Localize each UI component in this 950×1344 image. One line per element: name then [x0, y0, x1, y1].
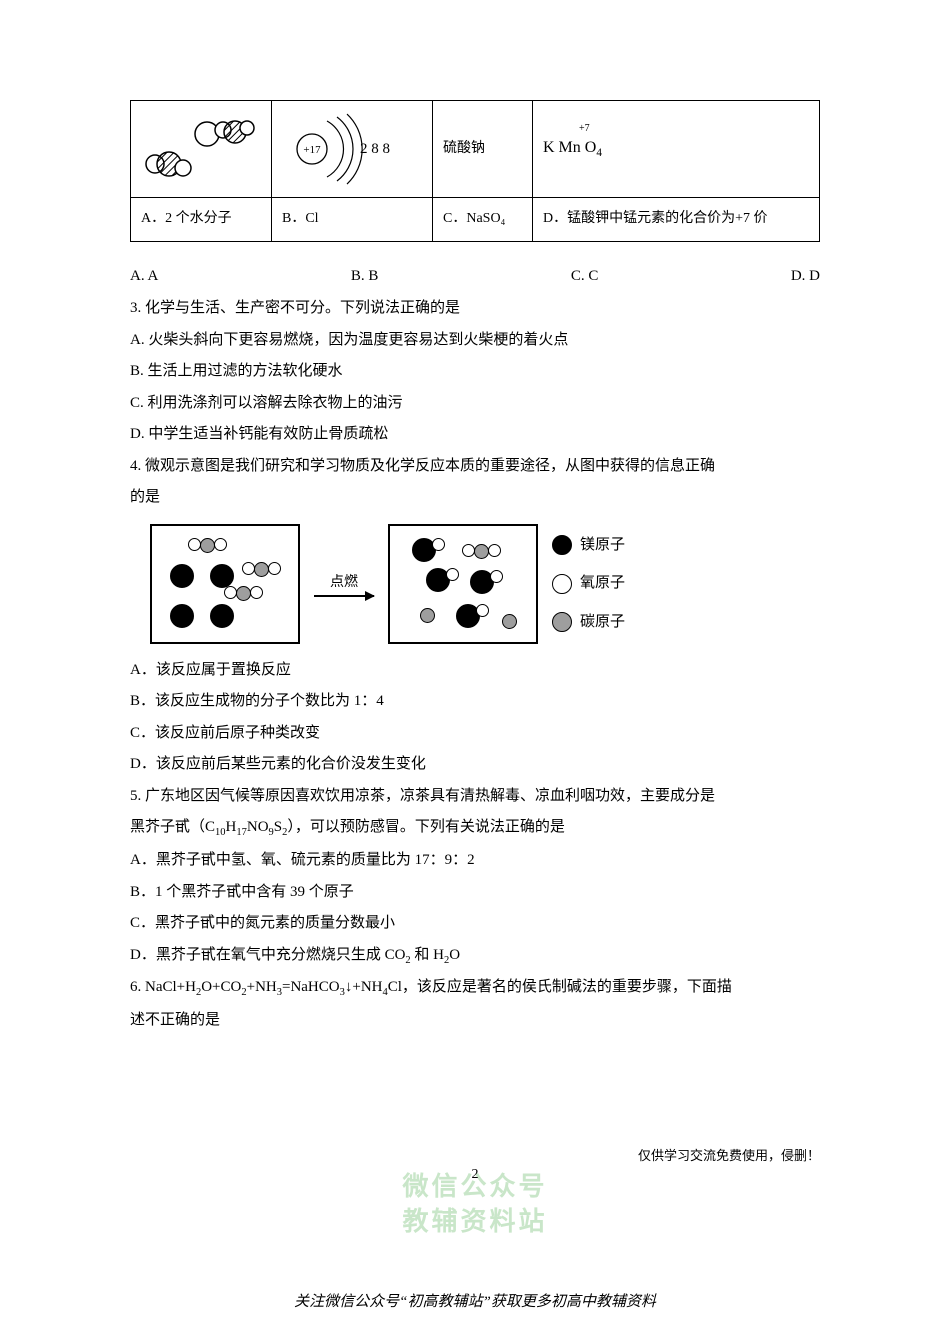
legend-mg-label: 镁原子 — [580, 531, 625, 560]
black-circle-icon — [552, 535, 572, 555]
reactants-box — [150, 524, 300, 644]
page-number: 2 — [472, 1162, 479, 1189]
q3-a: A. 火柴头斜向下更容易燃烧，因为温度更容易达到火柴梗的着火点 — [130, 326, 820, 355]
bottom-attribution: 关注微信公众号“初高教辅站”获取更多初高中教辅资料 — [294, 1288, 656, 1317]
opt-d: D. D — [791, 262, 820, 291]
q5-stem2: 黑芥子甙（C10H17NO9S2），可以预防感冒。下列有关说法正确的是 — [130, 813, 820, 843]
q5-stem2a: 黑芥子甙（C — [130, 819, 215, 835]
white-circle-icon — [552, 574, 572, 594]
grey-circle-icon — [552, 612, 572, 632]
cell-atom-shell: +17 2 8 8 — [272, 101, 433, 198]
opt-a: A. A — [130, 262, 158, 291]
legend: 镁原子 氧原子 碳原子 — [552, 531, 625, 637]
cell-option-d: D．锰酸钾中锰元素的化合价为+7 价 — [533, 198, 820, 242]
q6-stem1: 6. NaCl+H2O+CO2+NH3=NaHCO3↓+NH4Cl，该反应是著名… — [130, 973, 820, 1003]
formula-text: K Mn O — [543, 139, 596, 156]
legend-o-label: 氧原子 — [580, 569, 625, 598]
q4-a: A．该反应属于置换反应 — [130, 656, 820, 685]
opt-c: C. C — [571, 262, 599, 291]
q6-1a: 6. NaCl+H — [130, 979, 196, 995]
compound-name: 硫酸钠 — [443, 141, 485, 156]
cell-option-a: A．2 个水分子 — [131, 198, 272, 242]
q6-1d: =NaHCO — [282, 979, 340, 995]
q4-stem1: 4. 微观示意图是我们研究和学习物质及化学反应本质的重要途径，从图中获得的信息正… — [130, 452, 820, 481]
cell-compound-name: 硫酸钠 — [433, 101, 533, 198]
reaction-diagram: 点燃 镁原子 氧原子 碳原子 — [150, 524, 820, 644]
products-box — [388, 524, 538, 644]
q4-stem2: 的是 — [130, 483, 820, 512]
cell-molecule-diagram — [131, 101, 272, 198]
legend-o: 氧原子 — [552, 569, 625, 598]
super-charge: +7 — [579, 119, 590, 138]
q3-stem: 3. 化学与生活、生产密不可分。下列说法正确的是 — [130, 294, 820, 323]
q5-a: A．黑芥子甙中氢、氧、硫元素的质量比为 17：9：2 — [130, 846, 820, 875]
legend-mg: 镁原子 — [552, 531, 625, 560]
answer-options-row: A. A B. B C. C D. D — [130, 262, 820, 291]
q6-1c: +NH — [247, 979, 277, 995]
q5-d-c: O — [449, 947, 460, 963]
cell-formula: +7 K Mn O4 — [533, 101, 820, 198]
legend-c-label: 碳原子 — [580, 608, 625, 637]
q5-d-b: 和 H — [411, 947, 444, 963]
q4-b: B．该反应生成物的分子个数比为 1：4 — [130, 687, 820, 716]
cell-option-b: B．Cl — [272, 198, 433, 242]
shells-label: 2 8 8 — [360, 141, 390, 157]
q4-c: C．该反应前后原子种类改变 — [130, 719, 820, 748]
question-table: +17 2 8 8 硫酸钠 +7 K Mn O4 A．2 个水分子 B．Cl C… — [130, 100, 820, 242]
arrow-label: 点燃 — [330, 570, 358, 597]
q6-stem2: 述不正确的是 — [130, 1006, 820, 1035]
watermark-line2: 教辅资料站 — [402, 1204, 547, 1239]
reaction-arrow: 点燃 — [314, 570, 374, 597]
q6-1b: O+CO — [201, 979, 241, 995]
q5-d: D．黑芥子甙在氧气中充分燃烧只生成 CO2 和 H2O — [130, 941, 820, 971]
q5-stem2b: ），可以预防感冒。下列有关说法正确的是 — [287, 819, 565, 835]
formula-sub: 4 — [596, 147, 602, 159]
legend-c: 碳原子 — [552, 608, 625, 637]
q6-1e: ↓+NH — [345, 979, 383, 995]
q4-d: D．该反应前后某些元素的化合价没发生变化 — [130, 750, 820, 779]
q5-d-a: D．黑芥子甙在氧气中充分燃烧只生成 CO — [130, 947, 405, 963]
footer-note: 仅供学习交流免费使用，侵删！ — [638, 1144, 820, 1169]
opt-b: B. B — [351, 262, 379, 291]
q5-c: C．黑芥子甙中的氮元素的质量分数最小 — [130, 909, 820, 938]
q6-1f: Cl，该反应是著名的侯氏制碱法的重要步骤，下面描 — [388, 979, 732, 995]
q3-d: D. 中学生适当补钙能有效防止骨质疏松 — [130, 420, 820, 449]
q5-stem1: 5. 广东地区因气候等原因喜欢饮用凉茶，凉茶具有清热解毒、凉血利咽功效，主要成分… — [130, 782, 820, 811]
q3-c: C. 利用洗涤剂可以溶解去除衣物上的油污 — [130, 389, 820, 418]
q5-b: B．1 个黑芥子甙中含有 39 个原子 — [130, 878, 820, 907]
q3-b: B. 生活上用过滤的方法软化硬水 — [130, 357, 820, 386]
cell-option-c: C．NaSO₄ — [433, 198, 533, 242]
nucleus-label: +17 — [303, 144, 321, 156]
